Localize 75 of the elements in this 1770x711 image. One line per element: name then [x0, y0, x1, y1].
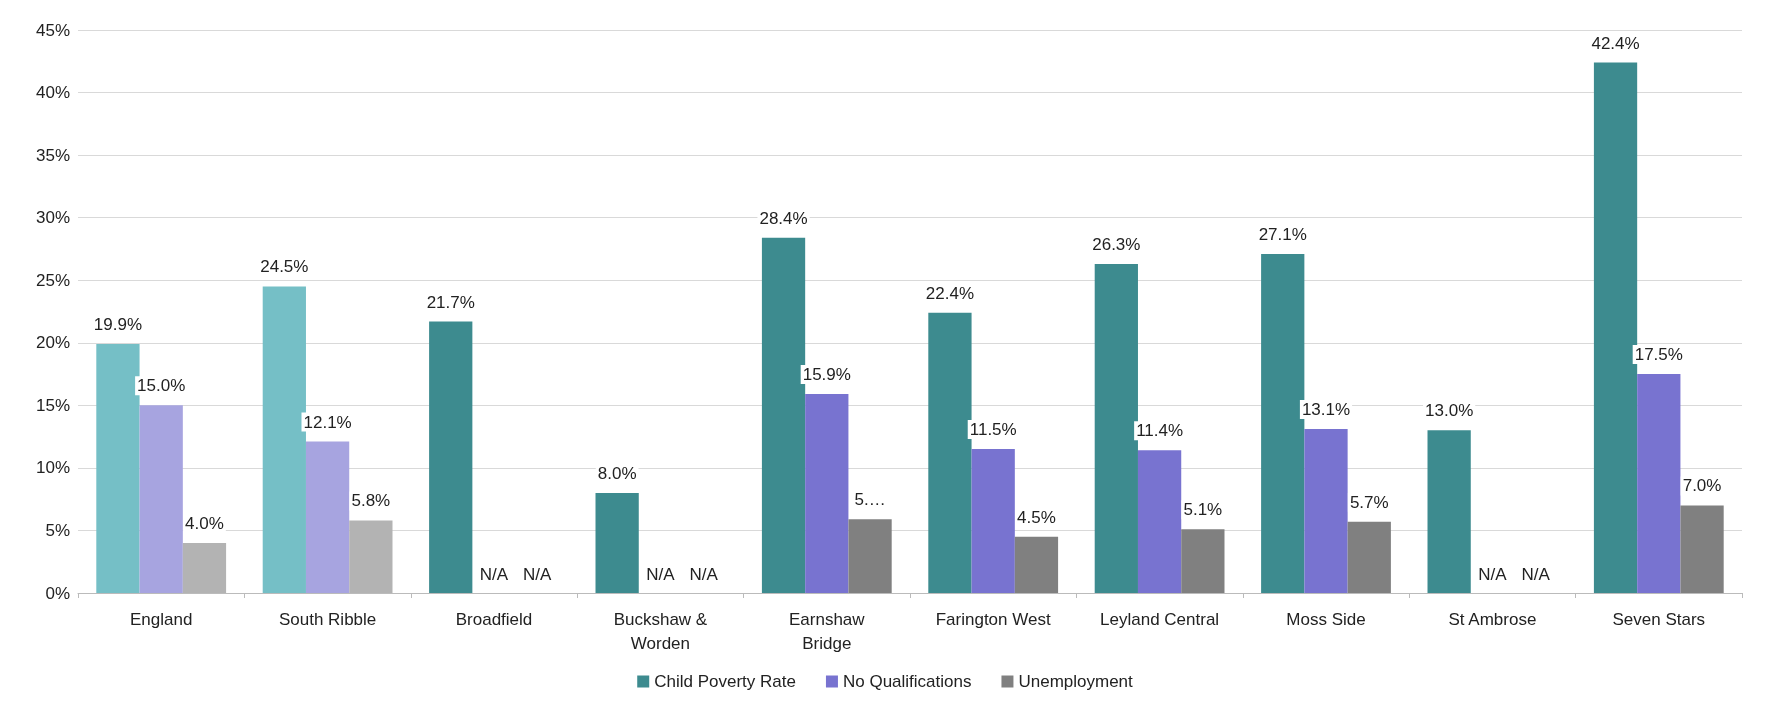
bar: [1680, 505, 1724, 593]
bar: [96, 344, 140, 593]
data-label: 5.1%: [1183, 500, 1223, 520]
data-label: 28.4%: [759, 208, 808, 228]
bar: [262, 286, 306, 593]
bar: [1014, 536, 1059, 593]
data-label: 12.1%: [303, 412, 352, 432]
data-label: 21.7%: [426, 292, 475, 312]
y-tick-label: 15%: [35, 395, 70, 415]
data-label: 5.8%: [351, 491, 391, 511]
bar: [1347, 521, 1391, 593]
bar: [928, 312, 972, 593]
bar: [971, 449, 1015, 593]
x-tick-label: England: [130, 609, 193, 629]
x-tick-label: Earnshaw Bridge: [789, 609, 866, 653]
x-tick-label: Moss Side: [1286, 609, 1366, 629]
x-tick-label: St Ambrose: [1448, 609, 1537, 629]
text: N/A: [1521, 565, 1550, 584]
data-label: 5.7%: [1349, 492, 1389, 512]
bar: [429, 321, 473, 593]
data-label: 13.0%: [1425, 401, 1474, 421]
legend-label: No Qualifications: [842, 672, 972, 691]
data-label: 7.0%: [1682, 476, 1722, 496]
bar: [848, 519, 892, 593]
data-label: 17.5%: [1634, 345, 1683, 365]
bar: [139, 405, 183, 593]
bar: [1637, 374, 1681, 593]
data-label: 13.1%: [1301, 400, 1351, 420]
bar: [595, 492, 639, 593]
y-tick-label: 20%: [35, 333, 70, 353]
x-tick-label: Buckshaw & Worden: [613, 609, 708, 653]
data-label: 4.0%: [185, 513, 224, 533]
data-label: 11.4%: [1136, 421, 1184, 441]
bar: [1137, 450, 1182, 593]
legend-label: Unemployment: [1018, 672, 1134, 691]
data-label: 19.9%: [93, 315, 143, 335]
data-label: 24.5%: [260, 257, 309, 277]
y-tick-label: 10%: [35, 458, 70, 478]
bar: [1094, 263, 1138, 593]
data-label: 4.5%: [1017, 507, 1056, 527]
data-label: 26.3%: [1092, 234, 1141, 254]
y-tick-label: 40%: [35, 83, 70, 103]
y-tick-label: 5%: [45, 520, 70, 540]
y-tick-label: 35%: [35, 145, 70, 165]
text: N/A: [479, 565, 509, 584]
bar: [1427, 430, 1471, 593]
x-tick-label: Broadfield: [455, 609, 533, 629]
text: N/A: [523, 565, 552, 584]
y-tick-label: 30%: [35, 208, 70, 228]
y-tick-label: 0%: [45, 583, 70, 603]
data-label: 5.…: [854, 490, 886, 510]
data-label: 27.1%: [1258, 224, 1307, 244]
bar: [805, 394, 849, 593]
data-label: 11.5%: [969, 420, 1017, 440]
text: N/A: [646, 565, 675, 584]
text: N/A: [689, 565, 718, 584]
x-tick-label: South Ribble: [278, 609, 377, 629]
data-label: 15.0%: [137, 376, 186, 396]
bar: [761, 237, 806, 593]
data-label: 8.0%: [597, 463, 637, 483]
bar: [1304, 429, 1348, 593]
x-tick-label: Farington West: [935, 609, 1051, 629]
bar: [1181, 529, 1225, 593]
text: N/A: [1478, 565, 1507, 584]
y-tick-label: 45%: [35, 20, 70, 40]
legend-label: Child Poverty Rate: [654, 672, 796, 691]
x-tick-label: Seven Stars: [1612, 609, 1706, 629]
bar: [1593, 62, 1638, 593]
x-tick-label: Leyland Central: [1100, 609, 1220, 629]
data-label: 15.9%: [802, 365, 851, 385]
y-tick-label: 25%: [35, 270, 70, 290]
bar: [1261, 253, 1305, 593]
bar: [305, 441, 350, 593]
data-label: 22.4%: [925, 283, 975, 303]
data-label: 42.4%: [1591, 33, 1640, 53]
